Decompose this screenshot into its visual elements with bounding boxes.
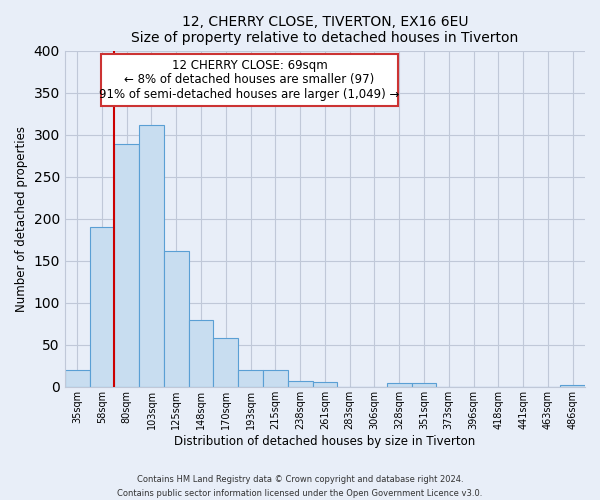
Bar — [188, 320, 214, 387]
X-axis label: Distribution of detached houses by size in Tiverton: Distribution of detached houses by size … — [174, 434, 476, 448]
FancyBboxPatch shape — [101, 54, 398, 106]
Text: 91% of semi-detached houses are larger (1,049) →: 91% of semi-detached houses are larger (… — [99, 88, 400, 101]
Title: 12, CHERRY CLOSE, TIVERTON, EX16 6EU
Size of property relative to detached house: 12, CHERRY CLOSE, TIVERTON, EX16 6EU Siz… — [131, 15, 518, 45]
Bar — [313, 382, 337, 387]
Bar — [214, 338, 238, 387]
Text: 12 CHERRY CLOSE: 69sqm: 12 CHERRY CLOSE: 69sqm — [172, 59, 328, 72]
Bar — [288, 381, 313, 387]
Bar — [65, 370, 89, 387]
Bar — [263, 370, 288, 387]
Text: Contains HM Land Registry data © Crown copyright and database right 2024.
Contai: Contains HM Land Registry data © Crown c… — [118, 476, 482, 498]
Bar — [412, 384, 436, 387]
Bar — [238, 370, 263, 387]
Bar — [115, 144, 139, 387]
Bar — [139, 126, 164, 387]
Text: ← 8% of detached houses are smaller (97): ← 8% of detached houses are smaller (97) — [124, 74, 374, 86]
Bar — [89, 227, 115, 387]
Bar — [560, 385, 585, 387]
Bar — [387, 384, 412, 387]
Bar — [164, 252, 188, 387]
Y-axis label: Number of detached properties: Number of detached properties — [15, 126, 28, 312]
